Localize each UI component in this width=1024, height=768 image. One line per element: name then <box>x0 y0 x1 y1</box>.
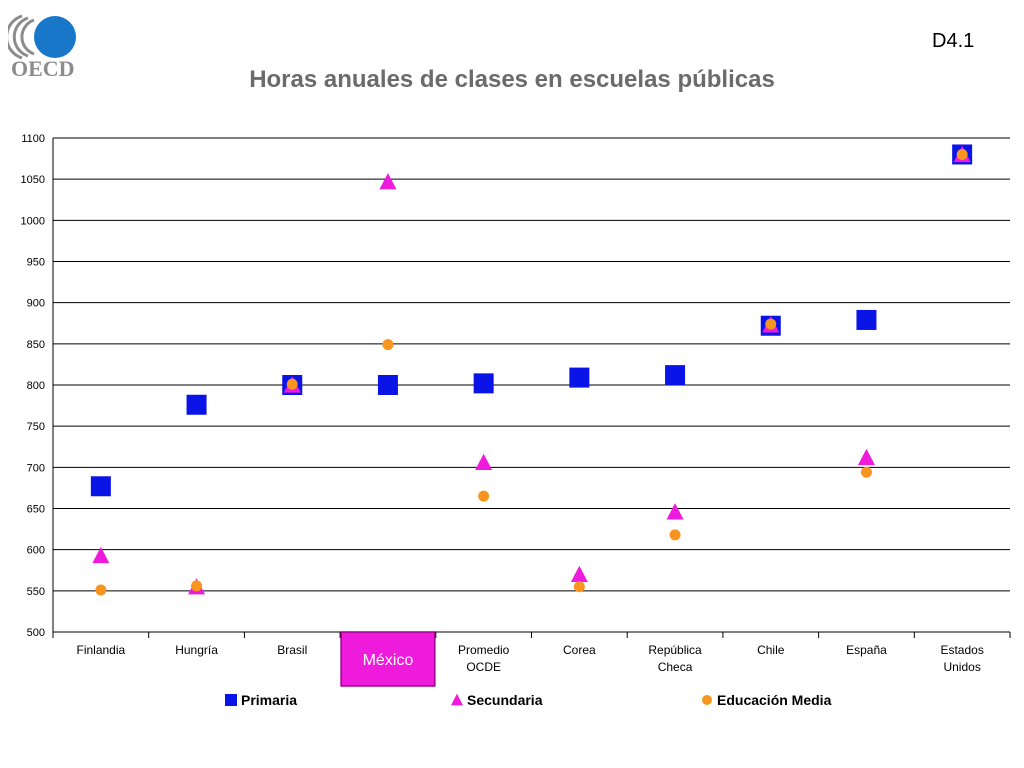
y-tick-label: 1050 <box>21 174 45 186</box>
highlight-category-box <box>340 631 436 687</box>
data-point <box>856 309 877 330</box>
x-tick-label: República <box>648 643 702 657</box>
legend-label: Educación Media <box>717 692 832 708</box>
legend-item: Primaria <box>224 692 297 708</box>
legend: Primaria Secundaria Educación Media <box>0 692 1024 716</box>
data-point <box>570 565 588 583</box>
y-tick-label: 900 <box>27 298 45 310</box>
legend-marker <box>451 693 463 706</box>
legend-item: Secundaria <box>450 692 542 708</box>
series-primaria <box>90 144 973 497</box>
x-tick-label: OCDE <box>466 660 501 674</box>
x-tick-label: Corea <box>563 643 596 657</box>
legend-label: Primaria <box>241 692 298 708</box>
data-point <box>286 378 298 390</box>
x-tick-label: Chile <box>757 643 785 657</box>
x-tick-label-highlight: México <box>363 652 414 669</box>
y-tick-label: 500 <box>27 627 45 639</box>
data-point <box>191 580 203 592</box>
y-tick-label: 800 <box>27 380 45 392</box>
y-tick-label: 750 <box>27 421 45 433</box>
data-point <box>860 466 872 478</box>
gridlines <box>53 137 1010 633</box>
data-point <box>569 367 590 388</box>
data-point <box>669 529 681 541</box>
series-secundaria <box>92 145 971 595</box>
data-point <box>956 148 968 160</box>
data-point <box>377 375 398 395</box>
y-tick-label: 600 <box>27 545 45 557</box>
data-point <box>478 490 490 502</box>
y-tick-label: 650 <box>27 504 45 516</box>
data-point <box>95 584 107 596</box>
x-tick-label: Checa <box>658 660 693 674</box>
y-tick-label: 550 <box>27 586 45 598</box>
x-tick-label: Brasil <box>277 643 307 657</box>
x-tick-label: España <box>846 643 887 657</box>
legend-item: Educación Media <box>700 692 831 708</box>
x-tick-label: Estados <box>940 643 983 657</box>
data-point <box>92 546 110 564</box>
y-tick-label: 850 <box>27 339 45 351</box>
legend-label: Secundaria <box>467 692 543 708</box>
data-point <box>666 503 684 520</box>
data-point <box>382 339 394 351</box>
data-point <box>857 448 875 466</box>
slide-code: D4.1 <box>932 30 975 52</box>
x-tick-label: Hungría <box>175 643 218 657</box>
data-point <box>90 476 111 497</box>
data-point <box>473 373 494 394</box>
series-educación-media <box>95 148 968 596</box>
legend-marker-shape <box>451 693 463 706</box>
x-axis-ticks: Finlandia Hungría Brasil México Promedio OCDE… <box>52 631 1011 687</box>
legend-marker-shape <box>702 695 712 705</box>
data-point <box>573 581 585 593</box>
chart-title: Horas anuales de clases en escuelas públ… <box>249 66 775 93</box>
data-point <box>379 172 397 190</box>
y-axis-ticks: 500 550 600 650 700 750 800 850 900 950 1000 1050 11… <box>21 133 45 639</box>
x-tick-label: Unidos <box>943 660 980 674</box>
oecd-logo-mark <box>8 14 76 60</box>
legend-marker <box>225 694 237 706</box>
oecd-logo: OECD <box>8 14 76 81</box>
data-point <box>186 394 207 415</box>
legend-marker <box>702 695 712 705</box>
y-tick-label: 700 <box>27 462 45 474</box>
y-tick-label: 1100 <box>21 133 45 145</box>
y-tick-label: 1000 <box>21 215 45 227</box>
data-point <box>765 318 777 330</box>
y-tick-label: 950 <box>27 257 45 269</box>
legend-marker-shape <box>225 694 237 706</box>
x-tick-label: Finlandia <box>76 643 125 657</box>
data-point <box>665 365 686 386</box>
oecd-logo-text: OECD <box>11 56 75 81</box>
data-point <box>475 453 493 471</box>
x-tick-label: Promedio <box>458 643 510 657</box>
